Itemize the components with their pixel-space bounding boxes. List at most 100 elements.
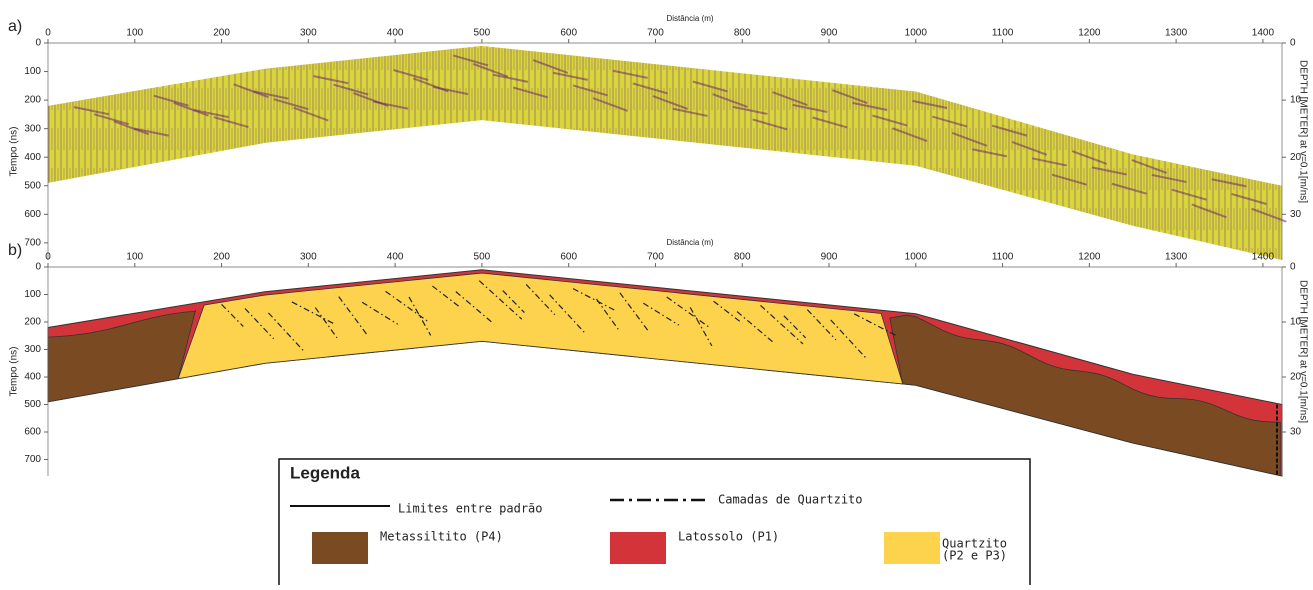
- reflector: [892, 127, 928, 142]
- panel: 0 100 200 300 400 500 600 700 800 900 1000 1100 1200…: [8, 14, 1308, 261]
- quartz-layer: [595, 298, 619, 330]
- x-tick-label: 600: [560, 28, 577, 39]
- quartz-layer: [408, 296, 432, 336]
- x-tick-label: 300: [300, 252, 317, 263]
- reflector: [991, 124, 1028, 137]
- reflector: [1151, 173, 1187, 184]
- x-tick-label: 100: [126, 252, 143, 263]
- reflector: [712, 93, 748, 108]
- legend-swatch: [312, 532, 368, 564]
- metassiltito: [889, 314, 1281, 477]
- reflector: [113, 120, 150, 136]
- reflector: [253, 90, 289, 100]
- reflector: [572, 84, 609, 97]
- quartz-layer: [385, 290, 429, 323]
- y2-tick-label: 0: [1290, 262, 1296, 273]
- reflector: [1171, 188, 1207, 201]
- y2-tick-label: 10: [1290, 95, 1302, 106]
- y-tick-label: 100: [24, 66, 41, 77]
- reflector: [552, 71, 588, 81]
- panel-label: b): [8, 242, 22, 259]
- reflector: [233, 83, 269, 99]
- x-tick-label: 800: [734, 28, 751, 39]
- quartz-layer: [713, 300, 743, 324]
- y2-axis-title: DEPTH [METER] at v=0.1[m/ns]: [1297, 60, 1308, 203]
- reflector: [472, 62, 509, 78]
- reflector: [1031, 157, 1067, 167]
- reflector: [772, 91, 808, 106]
- quartz-layer: [478, 280, 523, 320]
- y2-tick-label: 30: [1290, 209, 1302, 220]
- reflector: [852, 101, 888, 111]
- x-tick-label: 1400: [1252, 252, 1275, 263]
- y-tick-label: 100: [24, 289, 41, 300]
- y-tick-label: 0: [35, 38, 41, 49]
- reflector: [1131, 159, 1167, 174]
- y-axis-title: Tempo (ns): [9, 126, 20, 176]
- x-tick-label: 1400: [1252, 28, 1275, 39]
- quartz-layer: [736, 311, 773, 343]
- reflector: [313, 75, 349, 85]
- x-tick-label: 400: [387, 28, 404, 39]
- x-tick-label: 1300: [1165, 252, 1188, 263]
- reflector: [1011, 141, 1048, 156]
- quartz-layer: [338, 296, 368, 336]
- gpr-section: [48, 45, 1282, 261]
- x-tick-label: 900: [821, 252, 838, 263]
- legend-label: Quartzito: [942, 537, 1007, 551]
- reflector: [832, 89, 868, 104]
- reflector: [1111, 182, 1147, 195]
- reflector: [951, 131, 988, 147]
- quartz-layer: [291, 301, 335, 325]
- y-tick-label: 0: [35, 262, 41, 273]
- quartz-layer: [689, 307, 713, 347]
- y2-tick-label: 0: [1290, 38, 1296, 49]
- reflector: [293, 106, 329, 122]
- x-tick-label: 700: [647, 28, 664, 39]
- x-tick-label: 300: [300, 28, 317, 39]
- reflector: [492, 73, 529, 83]
- legend-label: (P2 e P3): [942, 549, 1007, 563]
- reflector: [812, 116, 848, 129]
- y-tick-label: 700: [24, 238, 41, 249]
- quartz-layer: [619, 292, 649, 332]
- x-tick-label: 1200: [1078, 28, 1101, 39]
- quartzito: [177, 272, 904, 385]
- x-tick-label: 500: [474, 252, 491, 263]
- reflector: [872, 114, 908, 127]
- y-tick-label: 600: [24, 427, 41, 438]
- quartz-layer: [267, 312, 305, 352]
- reflector: [333, 83, 369, 96]
- quartz-layer: [221, 303, 244, 327]
- reflector: [692, 80, 728, 93]
- reflector: [792, 103, 828, 113]
- x-tick-label: 0: [45, 252, 51, 263]
- reflector: [1231, 193, 1267, 205]
- quartz-layer: [572, 288, 616, 312]
- x-tick-label: 1000: [905, 28, 928, 39]
- y-tick-label: 200: [24, 317, 41, 328]
- reflector: [433, 85, 469, 96]
- reflector: [133, 127, 169, 137]
- y-tick-label: 500: [24, 180, 41, 191]
- y-tick-label: 500: [24, 399, 41, 410]
- reflector: [1211, 178, 1247, 188]
- quartz-layer: [455, 291, 492, 323]
- legend-label: Limites entre padrão: [398, 502, 543, 516]
- x-tick-label: 400: [387, 252, 404, 263]
- y2-tick-label: 10: [1290, 317, 1302, 328]
- y2-tick-label: 20: [1290, 152, 1302, 163]
- legend-swatch: [610, 532, 666, 564]
- x-tick-label: 1100: [992, 252, 1014, 263]
- quartz-layer: [760, 304, 804, 345]
- y2-tick-label: 30: [1290, 427, 1302, 438]
- reflector: [652, 95, 688, 110]
- y-tick-label: 700: [24, 454, 41, 465]
- reflector: [592, 97, 629, 112]
- y2-tick-label: 20: [1290, 372, 1302, 383]
- reflector: [93, 113, 129, 126]
- y-axis-title: Tempo (ns): [9, 346, 20, 396]
- reflector: [393, 69, 429, 81]
- legend-box: [278, 458, 1031, 590]
